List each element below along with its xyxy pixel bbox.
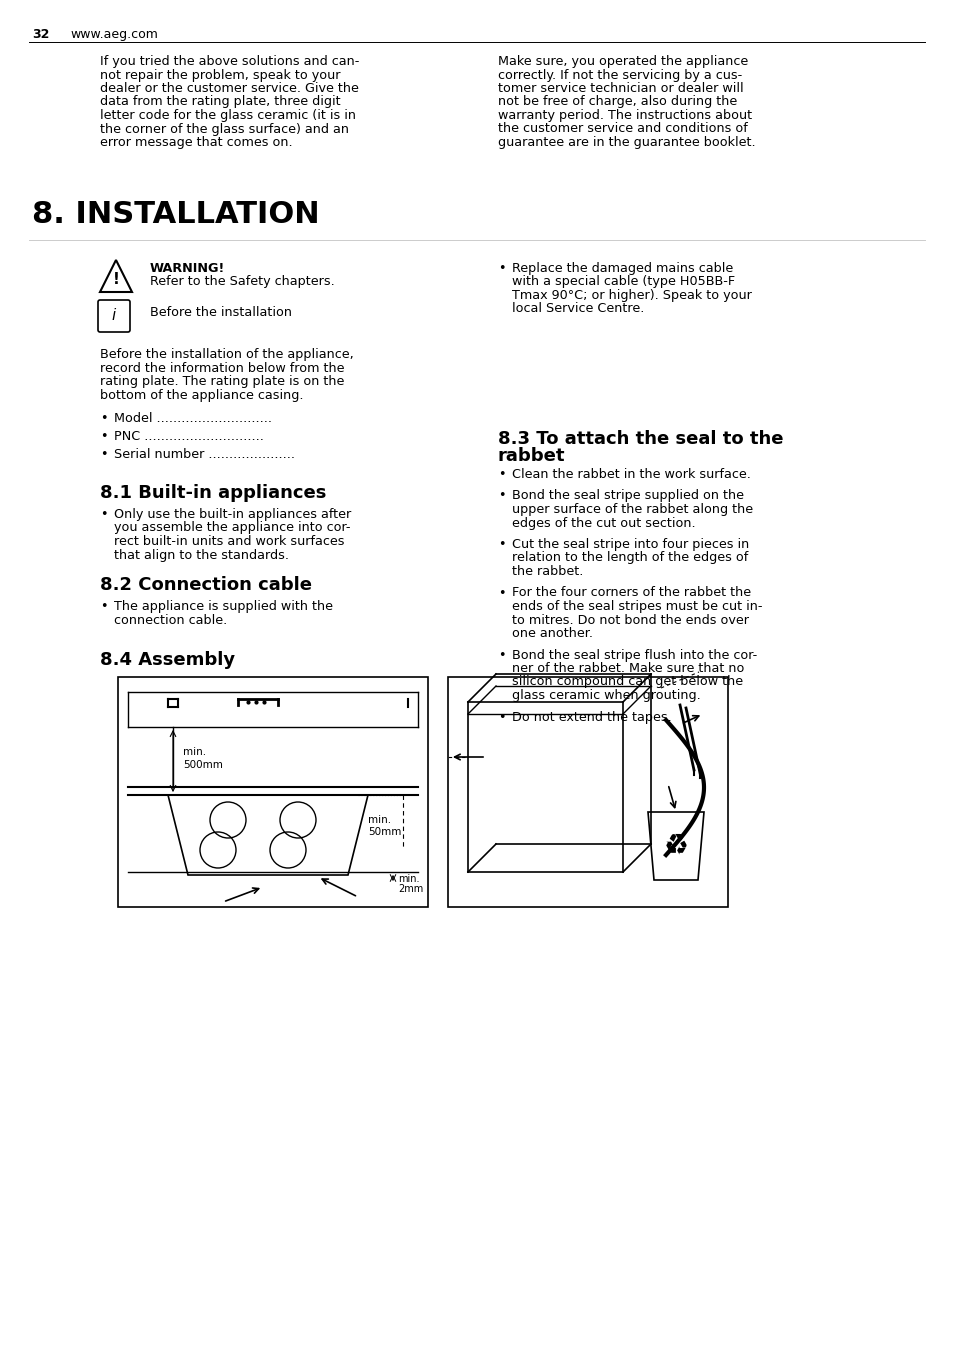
Text: connection cable.: connection cable.	[113, 614, 227, 626]
Text: edges of the cut out section.: edges of the cut out section.	[512, 516, 695, 530]
Text: one another.: one another.	[512, 627, 593, 639]
Text: •: •	[497, 489, 505, 503]
Text: data from the rating plate, three digit: data from the rating plate, three digit	[100, 96, 340, 108]
Text: record the information below from the: record the information below from the	[100, 361, 344, 375]
Text: the customer service and conditions of: the customer service and conditions of	[497, 123, 747, 135]
Text: The appliance is supplied with the: The appliance is supplied with the	[113, 600, 333, 612]
Text: PNC .............................: PNC .............................	[113, 430, 264, 443]
Text: warranty period. The instructions about: warranty period. The instructions about	[497, 110, 751, 122]
Text: local Service Centre.: local Service Centre.	[512, 303, 643, 315]
Text: •: •	[100, 448, 108, 461]
Text: the corner of the glass surface) and an: the corner of the glass surface) and an	[100, 123, 349, 135]
Text: guarantee are in the guarantee booklet.: guarantee are in the guarantee booklet.	[497, 137, 755, 149]
Text: relation to the length of the edges of: relation to the length of the edges of	[512, 552, 747, 565]
Text: silicon compound can get below the: silicon compound can get below the	[512, 676, 742, 688]
Text: •: •	[100, 430, 108, 443]
Text: correctly. If not the servicing by a cus-: correctly. If not the servicing by a cus…	[497, 69, 741, 81]
Text: rating plate. The rating plate is on the: rating plate. The rating plate is on the	[100, 375, 344, 388]
Text: ♻: ♻	[663, 831, 688, 860]
Text: to mitres. Do not bond the ends over: to mitres. Do not bond the ends over	[512, 614, 748, 626]
Text: Serial number .....................: Serial number .....................	[113, 448, 294, 461]
Text: WARNING!: WARNING!	[150, 262, 225, 274]
Text: 2mm: 2mm	[397, 884, 423, 894]
Text: Before the installation: Before the installation	[150, 306, 292, 319]
Text: Tmax 90°C; or higher). Speak to your: Tmax 90°C; or higher). Speak to your	[512, 289, 751, 301]
Text: •: •	[497, 587, 505, 599]
Text: •: •	[497, 711, 505, 723]
Text: min.: min.	[368, 815, 391, 825]
Text: Clean the rabbet in the work surface.: Clean the rabbet in the work surface.	[512, 468, 750, 481]
Text: 8.2 Connection cable: 8.2 Connection cable	[100, 576, 312, 594]
Text: Model ............................: Model ............................	[113, 412, 272, 425]
Text: i: i	[112, 308, 116, 323]
Text: ends of the seal stripes must be cut in-: ends of the seal stripes must be cut in-	[512, 600, 761, 612]
Text: not repair the problem, speak to your: not repair the problem, speak to your	[100, 69, 340, 81]
Text: Do not extend the tapes.: Do not extend the tapes.	[512, 711, 671, 723]
Polygon shape	[168, 795, 368, 875]
Text: Make sure, you operated the appliance: Make sure, you operated the appliance	[497, 55, 747, 68]
Text: •: •	[497, 262, 505, 274]
Text: min.: min.	[183, 748, 206, 757]
Text: •: •	[497, 538, 505, 552]
Text: 500mm: 500mm	[183, 760, 223, 771]
Text: 8.3 To attach the seal to the: 8.3 To attach the seal to the	[497, 430, 782, 448]
Text: you assemble the appliance into cor-: you assemble the appliance into cor-	[113, 522, 350, 534]
Text: 8. INSTALLATION: 8. INSTALLATION	[32, 200, 319, 228]
Text: error message that comes on.: error message that comes on.	[100, 137, 293, 149]
Text: •: •	[100, 508, 108, 521]
Text: Bond the seal stripe flush into the cor-: Bond the seal stripe flush into the cor-	[512, 649, 757, 661]
Bar	[118, 677, 428, 907]
Text: For the four corners of the rabbet the: For the four corners of the rabbet the	[512, 587, 750, 599]
Text: •: •	[497, 468, 505, 481]
Text: upper surface of the rabbet along the: upper surface of the rabbet along the	[512, 503, 752, 516]
Bar	[448, 677, 727, 907]
Text: •: •	[100, 412, 108, 425]
Text: !: !	[112, 273, 119, 288]
Text: that align to the standards.: that align to the standards.	[113, 549, 289, 561]
Text: •: •	[100, 600, 108, 612]
Text: Refer to the Safety chapters.: Refer to the Safety chapters.	[150, 274, 335, 288]
Text: Before the installation of the appliance,: Before the installation of the appliance…	[100, 347, 354, 361]
Text: 8.1 Built-in appliances: 8.1 Built-in appliances	[100, 484, 326, 502]
Text: Only use the built-in appliances after: Only use the built-in appliances after	[113, 508, 351, 521]
Text: 32: 32	[32, 28, 50, 41]
Text: glass ceramic when grouting.: glass ceramic when grouting.	[512, 690, 700, 702]
Text: with a special cable (type H05BB-F: with a special cable (type H05BB-F	[512, 276, 735, 288]
Text: rabbet: rabbet	[497, 448, 565, 465]
Text: •: •	[497, 649, 505, 661]
Text: 50mm: 50mm	[368, 827, 401, 837]
Text: min.: min.	[397, 873, 419, 884]
Text: the rabbet.: the rabbet.	[512, 565, 583, 579]
Text: dealer or the customer service. Give the: dealer or the customer service. Give the	[100, 82, 358, 95]
Text: 8.4 Assembly: 8.4 Assembly	[100, 652, 234, 669]
Text: ner of the rabbet. Make sure that no: ner of the rabbet. Make sure that no	[512, 662, 743, 675]
Text: rect built-in units and work surfaces: rect built-in units and work surfaces	[113, 535, 344, 548]
Text: Replace the damaged mains cable: Replace the damaged mains cable	[512, 262, 733, 274]
Text: Bond the seal stripe supplied on the: Bond the seal stripe supplied on the	[512, 489, 743, 503]
Text: Cut the seal stripe into four pieces in: Cut the seal stripe into four pieces in	[512, 538, 748, 552]
Text: not be free of charge, also during the: not be free of charge, also during the	[497, 96, 737, 108]
Text: www.aeg.com: www.aeg.com	[70, 28, 157, 41]
Text: bottom of the appliance casing.: bottom of the appliance casing.	[100, 388, 303, 402]
Polygon shape	[647, 813, 703, 880]
Text: If you tried the above solutions and can-: If you tried the above solutions and can…	[100, 55, 359, 68]
Text: tomer service technician or dealer will: tomer service technician or dealer will	[497, 82, 742, 95]
Text: letter code for the glass ceramic (it is in: letter code for the glass ceramic (it is…	[100, 110, 355, 122]
